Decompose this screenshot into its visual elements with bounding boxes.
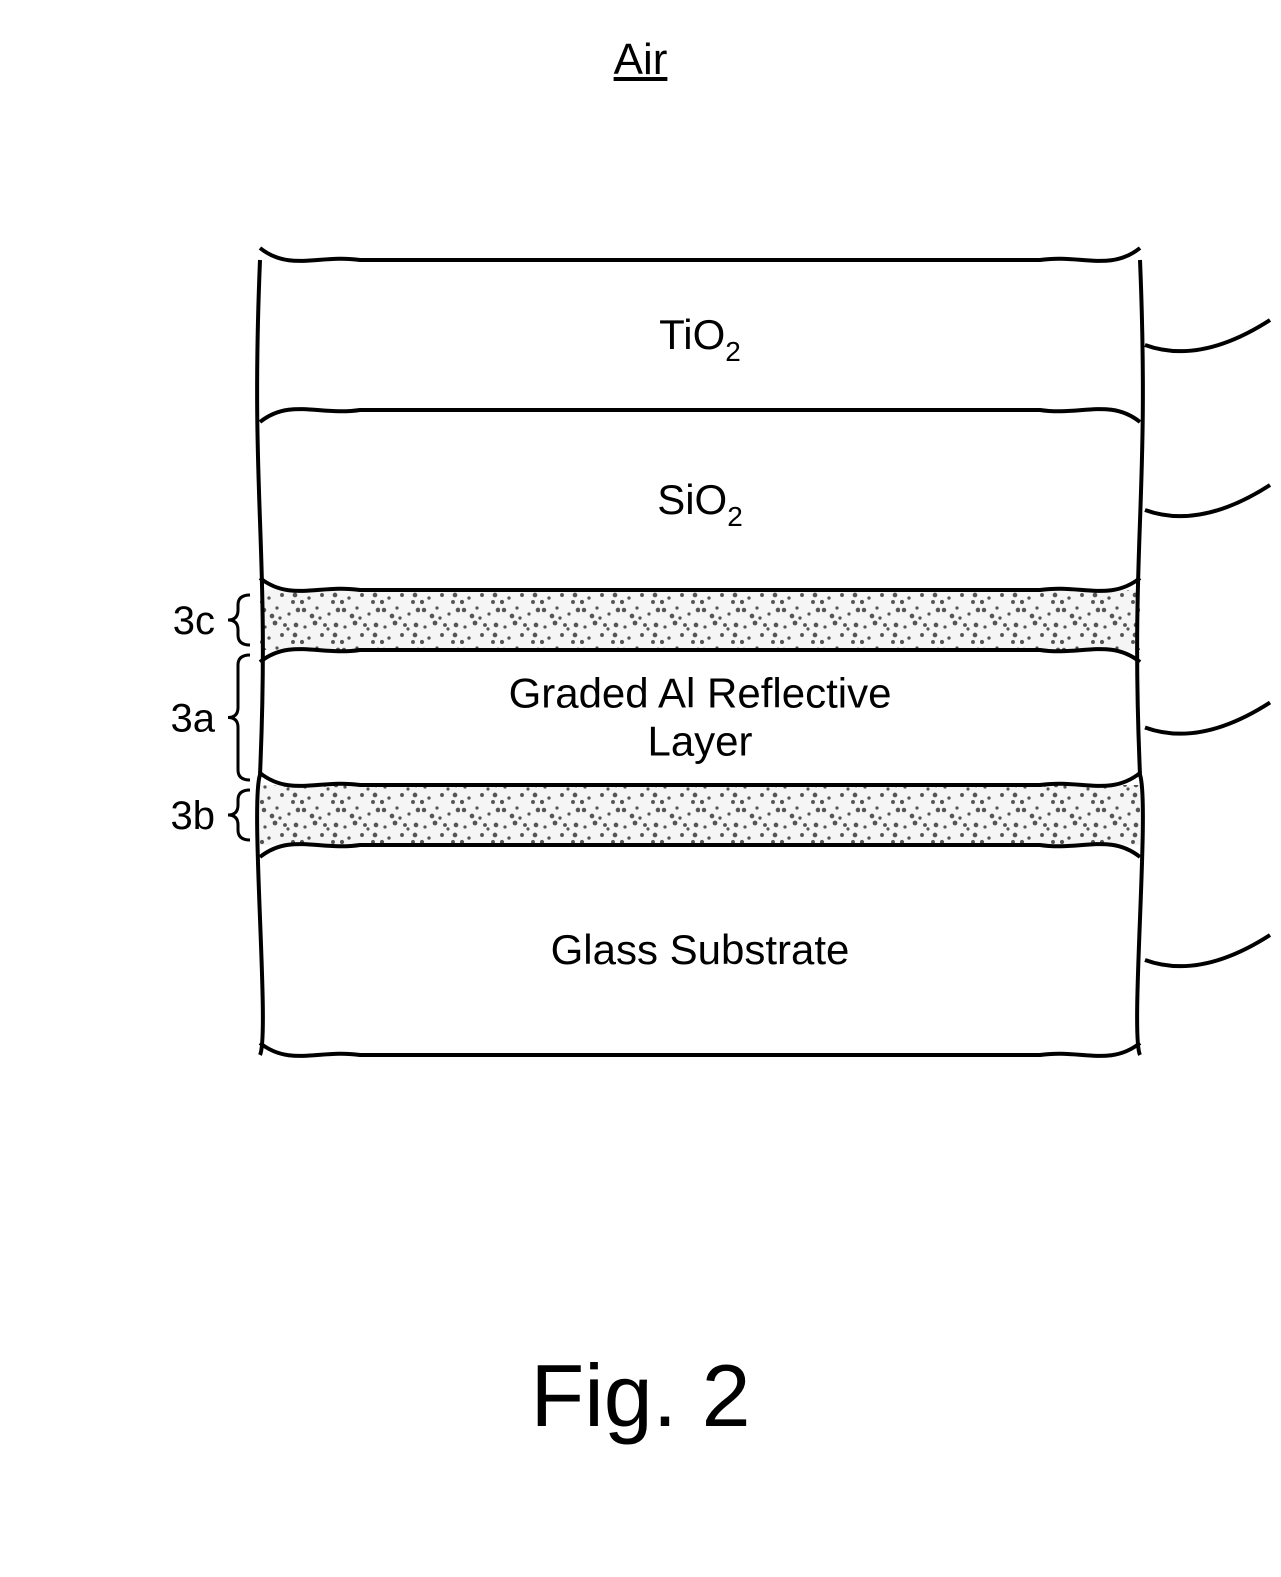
figure-caption: Fig. 2: [530, 1345, 750, 1447]
left-label-3a: 3a: [171, 697, 216, 741]
layer-3b: [260, 785, 1140, 845]
lead-line-9: [1145, 485, 1270, 516]
brace-3c: [228, 595, 250, 645]
brace-3a: [228, 655, 250, 780]
left-label-3b: 3b: [171, 794, 216, 838]
lead-line-3: [1145, 703, 1270, 734]
lead-line-11: [1145, 320, 1270, 351]
left-label-3c: 3c: [173, 599, 215, 643]
layer-3c: [260, 590, 1140, 650]
air-label: Air: [614, 35, 668, 85]
boundary-line: [260, 248, 1140, 261]
lead-line-1: [1145, 935, 1270, 966]
layer-text-1: Glass Substrate: [551, 926, 850, 973]
brace-3b: [228, 790, 250, 840]
layer-diagram: TiO2SiO2Graded Al ReflectiveLayerGlass S…: [140, 240, 1020, 1075]
diagram-svg: TiO2SiO2Graded Al ReflectiveLayerGlass S…: [140, 240, 1281, 1075]
